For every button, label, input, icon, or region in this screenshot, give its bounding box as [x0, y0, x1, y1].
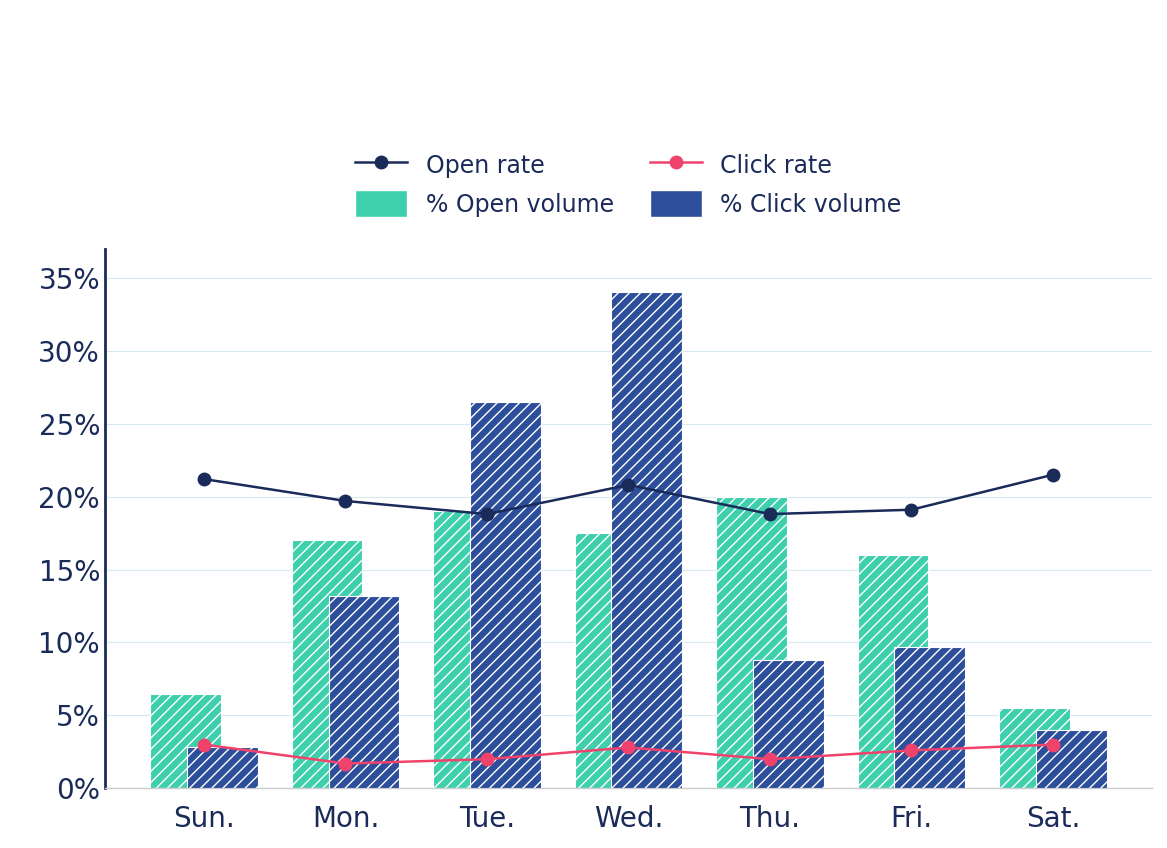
- Bar: [574, 533, 645, 789]
- Click rate: [338, 758, 352, 768]
- Open rate: [480, 509, 494, 519]
- Bar: [328, 596, 399, 789]
- Bar: [1036, 730, 1106, 789]
- Open rate: [904, 505, 918, 515]
- Click rate: [622, 742, 636, 752]
- Click rate: [904, 745, 918, 756]
- Bar: [612, 293, 683, 789]
- Open rate: [338, 496, 352, 506]
- Open rate: [763, 509, 777, 519]
- Open rate: [622, 480, 636, 490]
- Click rate: [480, 754, 494, 764]
- Line: Open rate: Open rate: [197, 468, 1060, 521]
- Bar: [894, 647, 965, 789]
- Open rate: [1046, 470, 1060, 480]
- Click rate: [1046, 739, 1060, 750]
- Click rate: [763, 754, 777, 764]
- Bar: [187, 747, 258, 789]
- Bar: [433, 511, 504, 789]
- Line: Click rate: Click rate: [197, 739, 1060, 770]
- Bar: [717, 497, 787, 789]
- Bar: [999, 708, 1070, 789]
- Bar: [292, 540, 363, 789]
- Bar: [858, 555, 929, 789]
- Open rate: [197, 474, 211, 484]
- Bar: [753, 660, 824, 789]
- Bar: [151, 694, 221, 789]
- Click rate: [197, 739, 211, 750]
- Bar: [470, 402, 540, 789]
- Legend: Open rate, % Open volume, Click rate, % Click volume: Open rate, % Open volume, Click rate, % …: [345, 142, 911, 227]
